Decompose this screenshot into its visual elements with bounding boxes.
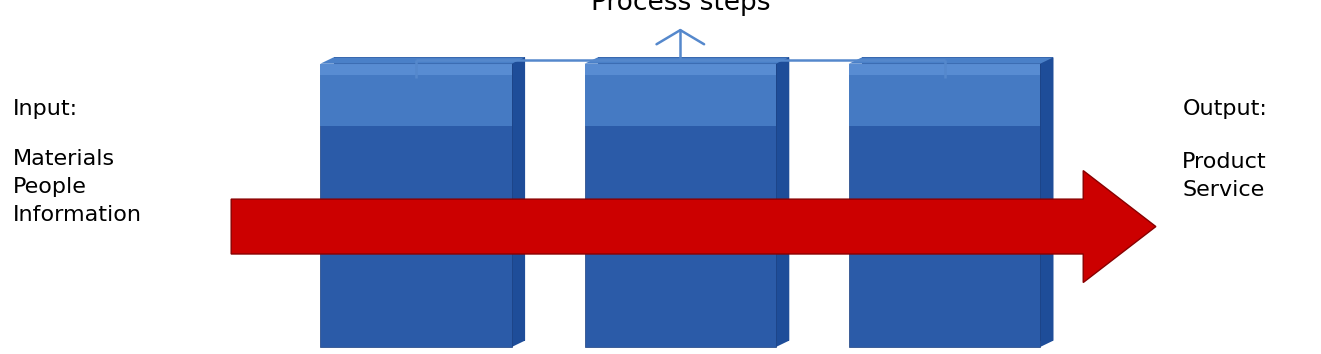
Polygon shape — [231, 171, 1156, 282]
Bar — [584, 64, 777, 347]
Bar — [584, 64, 777, 75]
Bar — [320, 64, 511, 347]
Bar — [584, 64, 777, 126]
Polygon shape — [848, 57, 1054, 64]
Polygon shape — [1041, 57, 1054, 347]
Bar — [848, 64, 1041, 126]
Text: Input:: Input: — [13, 99, 78, 119]
Text: Product
Service: Product Service — [1182, 152, 1267, 200]
Polygon shape — [333, 57, 526, 341]
Polygon shape — [320, 57, 526, 64]
Polygon shape — [513, 57, 526, 347]
Bar — [320, 64, 511, 126]
Bar — [320, 64, 511, 75]
Text: Process steps: Process steps — [590, 0, 770, 16]
Bar — [848, 64, 1041, 347]
Text: Output:: Output: — [1182, 99, 1267, 119]
Polygon shape — [597, 57, 790, 341]
Polygon shape — [584, 57, 790, 64]
Polygon shape — [777, 57, 790, 347]
Bar — [848, 64, 1041, 75]
Text: Materials
People
Information: Materials People Information — [13, 149, 143, 225]
Polygon shape — [861, 57, 1054, 341]
